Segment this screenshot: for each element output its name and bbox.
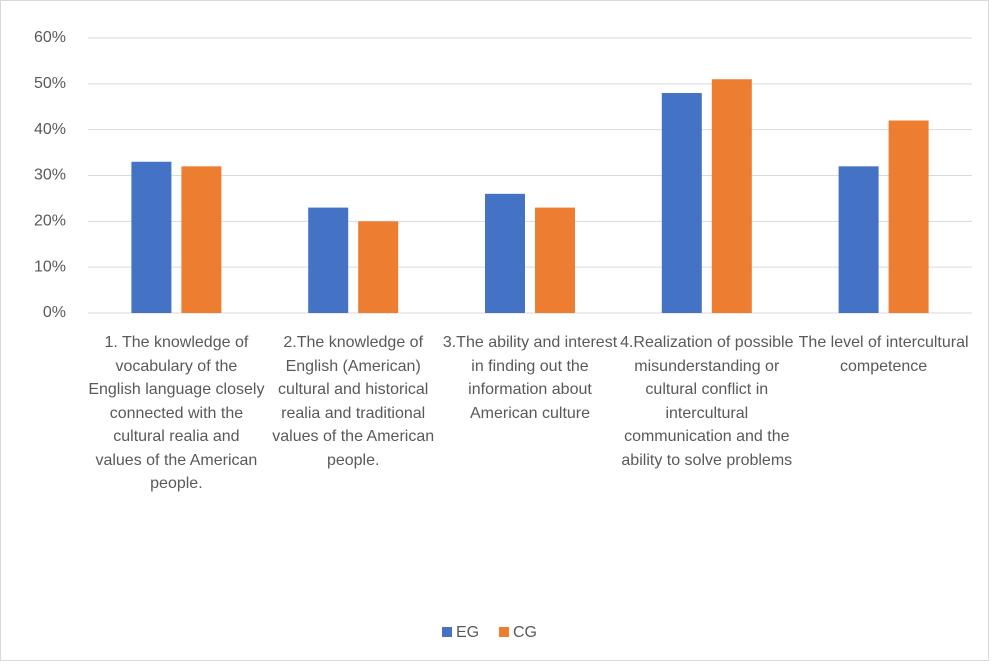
legend-label: EG [456, 624, 479, 641]
x-tick-label: 4.Realization of possible misunderstandi… [620, 334, 794, 469]
bar [711, 79, 752, 313]
y-tick-label: 50% [34, 75, 66, 92]
legend-swatch [499, 627, 509, 637]
bar [358, 221, 399, 313]
y-tick-label: 60% [34, 29, 66, 46]
bar [131, 161, 172, 313]
legend-swatch [442, 627, 452, 637]
y-tick-label: 30% [34, 167, 66, 184]
y-tick-label: 0% [43, 304, 66, 321]
x-tick-label: 2.The knowledge of English (American) cu… [272, 334, 435, 469]
bar [485, 193, 525, 313]
bar [535, 207, 575, 313]
y-tick-label: 10% [34, 258, 66, 275]
y-tick-label: 20% [34, 213, 66, 230]
bar [661, 93, 702, 313]
y-tick-label: 40% [34, 121, 66, 138]
bar [888, 120, 929, 313]
x-tick-label: 1. The knowledge of vocabulary of the En… [88, 334, 265, 492]
legend-label: CG [513, 624, 537, 641]
bar [838, 166, 879, 313]
x-tick-label: 3.The ability and interest in finding ou… [442, 334, 618, 422]
bar [181, 166, 222, 313]
bar [308, 207, 349, 313]
x-tick-label: The level of intercultural competence [798, 334, 969, 375]
